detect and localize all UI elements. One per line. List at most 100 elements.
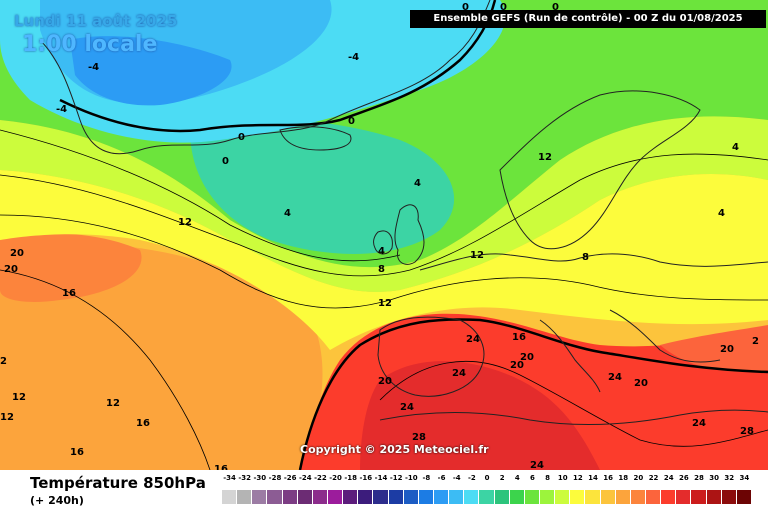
scale-swatch — [479, 490, 495, 504]
coastline-scandinavia — [499, 90, 701, 250]
scale-swatch — [539, 490, 556, 504]
iso-label: 4 — [414, 178, 421, 189]
scale-label: 10 — [557, 474, 568, 482]
legend-title: Température 850hPa — [30, 474, 206, 492]
scale-label: 30 — [709, 474, 720, 482]
scale-label: -14 — [374, 474, 388, 482]
scale-swatch — [252, 490, 268, 504]
scale-swatch — [736, 490, 752, 504]
coastline-greenland — [39, 0, 491, 155]
iso-label: 12 — [106, 398, 120, 409]
color-scale: -34 -32 -30 -28 -26 -24 -22 -20 -18 -16 -14 -12 -10-… — [222, 474, 752, 510]
iso-label: -4 — [88, 62, 99, 73]
forecast-date: Lundi 11 août 2025 — [14, 12, 178, 30]
scale-label: 8 — [545, 474, 550, 482]
scale-swatches — [222, 490, 752, 504]
scale-swatch — [494, 490, 510, 504]
scale-label: -2 — [467, 474, 476, 482]
scale-label: 22 — [648, 474, 659, 482]
iso-label: 20 — [510, 360, 524, 371]
scale-label: 16 — [603, 474, 614, 482]
iso-label: 12 — [0, 412, 14, 423]
isotherm-8 — [0, 153, 768, 277]
scale-label: -26 — [283, 474, 297, 482]
scale-label: 32 — [724, 474, 735, 482]
scale-label: -20 — [329, 474, 342, 482]
iso-label: 20 — [4, 264, 18, 275]
scale-label: 6 — [529, 474, 535, 482]
coastline-north-africa — [379, 409, 768, 426]
scale-swatch — [312, 490, 328, 504]
scale-swatch — [600, 490, 616, 504]
iso-label: 8 — [582, 252, 589, 263]
iso-label: 16 — [70, 447, 84, 458]
scale-label: -30 — [253, 474, 267, 482]
iso-label: 4 — [718, 208, 725, 219]
coastline-italy — [539, 319, 601, 393]
scale-labels: -34 -32 -30 -28 -26 -24 -22 -20 -18 -16 -14 -12 -10-… — [222, 474, 752, 488]
coastline-continent — [419, 253, 768, 271]
iso-label: 2 — [0, 356, 7, 367]
temp-zone-teal — [190, 119, 455, 254]
iso-label: 28 — [740, 426, 754, 437]
temp-zone-orange-east — [660, 325, 768, 372]
scale-swatch — [721, 490, 737, 504]
scale-swatch — [524, 490, 540, 504]
coastline-iceland — [279, 126, 352, 151]
temp-zone-lightgreen — [0, 116, 768, 292]
scale-label: -4 — [452, 474, 461, 482]
iso-label: 20 — [378, 376, 392, 387]
scale-swatch — [373, 490, 389, 504]
scale-swatch — [449, 490, 465, 504]
scale-label: -10 — [404, 474, 418, 482]
legend-subtitle: (+ 240h) — [30, 494, 84, 507]
scale-label: 12 — [572, 474, 583, 482]
scale-swatch — [237, 490, 253, 504]
temperature-map: -4 -4 -4 0 0 0 0 0 0 4 4 4 4 4 8 8 12 12… — [0, 0, 768, 470]
iso-label: 12 — [470, 250, 484, 261]
scale-label: -18 — [344, 474, 358, 482]
scale-swatch — [691, 490, 707, 504]
scale-swatch — [630, 490, 646, 504]
scale-label: -16 — [359, 474, 373, 482]
forecast-time: 1:00 locale — [22, 32, 158, 57]
iso-label: 0 — [348, 116, 355, 127]
coastline-iberia — [377, 316, 485, 397]
scale-swatch — [418, 490, 434, 504]
scale-swatch — [509, 490, 525, 504]
temp-zone-darkred — [360, 361, 600, 470]
iso-label: 24 — [452, 368, 466, 379]
coastline-britain — [394, 204, 425, 265]
scale-swatch — [464, 490, 480, 504]
iso-label: 0 — [222, 156, 229, 167]
iso-label: -4 — [56, 104, 67, 115]
iso-label: 12 — [378, 298, 392, 309]
iso-label: 24 — [692, 418, 706, 429]
scale-label: 34 — [739, 474, 750, 482]
iso-label: 12 — [12, 392, 26, 403]
scale-swatch — [676, 490, 692, 504]
scale-swatch — [282, 490, 298, 504]
iso-label: 24 — [608, 372, 622, 383]
iso-label: -4 — [348, 52, 359, 63]
scale-label: -28 — [268, 474, 282, 482]
coastline-ireland — [373, 230, 393, 255]
scale-swatch — [661, 490, 677, 504]
scale-swatch — [327, 490, 344, 504]
copyright-notice: Copyright © 2025 Meteociel.fr — [300, 443, 489, 456]
scale-label: 14 — [588, 474, 598, 482]
scale-swatch — [570, 490, 586, 504]
scale-label: -12 — [389, 474, 403, 482]
iso-label: 28 — [412, 432, 426, 443]
scale-swatch — [585, 490, 601, 504]
scale-label: -8 — [422, 474, 431, 482]
iso-label: 4 — [732, 142, 739, 153]
iso-label: 20 — [10, 248, 24, 259]
iso-label: 0 — [462, 2, 469, 13]
scale-swatch — [297, 490, 313, 504]
scale-swatch — [706, 490, 722, 504]
isotherm-24 — [379, 361, 768, 447]
iso-label: 12 — [538, 152, 552, 163]
scale-swatch — [343, 490, 359, 504]
run-info-bar: Ensemble GEFS (Run de contrôle) - 00 Z d… — [410, 10, 766, 28]
